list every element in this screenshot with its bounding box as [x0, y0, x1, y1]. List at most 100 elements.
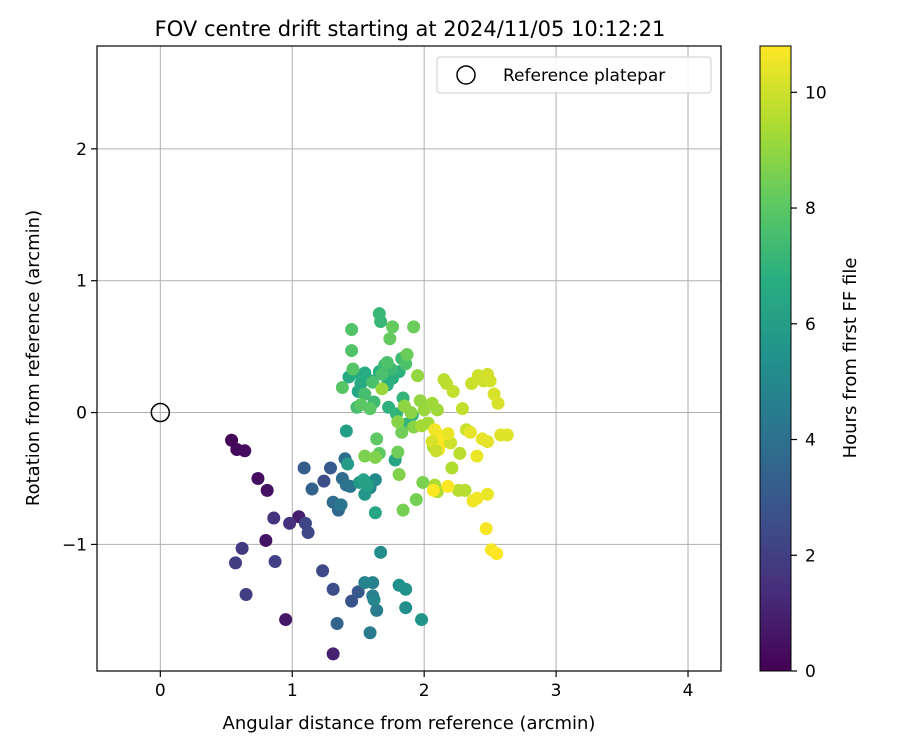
data-point — [415, 613, 429, 627]
reference-legend-marker — [456, 65, 476, 85]
data-point — [404, 406, 418, 420]
data-point — [259, 533, 273, 547]
data-point — [380, 355, 394, 369]
data-point — [386, 320, 400, 334]
data-point — [339, 424, 353, 438]
reference-point — [150, 402, 171, 423]
data-point — [429, 444, 443, 458]
data-point — [345, 594, 359, 608]
data-point — [396, 503, 410, 517]
data-point — [428, 423, 442, 437]
data-point — [475, 432, 489, 446]
data-point — [366, 375, 380, 389]
x-tick-label: 1 — [287, 681, 298, 701]
data-point — [326, 582, 340, 596]
data-point — [500, 428, 514, 442]
data-point — [391, 445, 405, 459]
data-point — [411, 369, 425, 383]
data-point — [239, 588, 253, 602]
colorbar-tick-label: 6 — [805, 315, 816, 335]
data-point — [375, 382, 389, 396]
data-point — [316, 564, 330, 578]
legend-label: Reference platepar — [503, 66, 665, 86]
data-point — [260, 483, 274, 497]
data-point — [330, 617, 344, 631]
legend-box — [436, 56, 712, 94]
legend: Reference platepar — [436, 56, 712, 94]
data-point — [345, 322, 359, 336]
chart-title: FOV centre drift starting at 2024/11/05 … — [155, 17, 666, 41]
plot-frame — [96, 45, 722, 672]
colorbar-ticks: 0 2 4 6 8 10 — [791, 83, 827, 682]
data-point — [305, 482, 319, 496]
colorbar-tick-label: 10 — [805, 83, 827, 103]
x-axis-ticks: 0 1 2 3 4 — [155, 671, 694, 701]
data-point — [441, 479, 455, 493]
y-tick-label: 0 — [76, 404, 87, 424]
data-point — [351, 585, 365, 599]
data-points — [225, 307, 514, 661]
y-tick-label: −1 — [62, 535, 87, 555]
data-point — [279, 613, 293, 627]
data-point — [426, 483, 440, 497]
data-point — [375, 367, 389, 381]
data-point — [416, 475, 430, 489]
data-point — [441, 427, 455, 441]
data-point — [368, 450, 382, 464]
colorbar: 0 2 4 6 8 10 Hours from first FF file — [759, 45, 861, 682]
data-point — [367, 593, 381, 607]
y-tick-label: 2 — [76, 140, 87, 160]
data-point — [470, 449, 484, 463]
data-point — [480, 487, 494, 501]
data-point — [491, 396, 505, 410]
data-point — [354, 377, 368, 391]
data-point — [407, 320, 421, 334]
y-axis-label: Rotation from reference (arcmin) — [23, 210, 44, 506]
data-point — [392, 468, 406, 482]
data-point — [370, 432, 384, 446]
x-tick-label: 4 — [683, 681, 694, 701]
grid-lines — [97, 46, 721, 671]
colorbar-tick-label: 4 — [805, 431, 816, 451]
data-point — [453, 446, 467, 460]
data-point — [483, 374, 497, 388]
data-point — [455, 402, 469, 416]
data-point — [490, 547, 504, 561]
data-point — [395, 425, 409, 439]
data-point — [335, 381, 349, 395]
data-point — [358, 576, 372, 590]
data-point — [391, 415, 405, 429]
data-point — [345, 344, 359, 358]
data-point — [356, 473, 370, 487]
data-point — [324, 461, 338, 475]
data-point — [383, 332, 397, 346]
data-point — [229, 556, 243, 570]
data-point — [301, 526, 315, 540]
data-point — [368, 506, 382, 520]
data-point — [458, 483, 472, 497]
data-point — [466, 494, 480, 508]
y-axis-ticks: −1 0 1 2 — [62, 140, 97, 555]
data-point — [400, 348, 414, 362]
colorbar-tick-label: 8 — [805, 199, 816, 219]
data-point — [446, 384, 460, 398]
data-point — [283, 516, 297, 530]
data-point — [268, 555, 282, 569]
data-point — [479, 522, 493, 536]
data-point — [399, 601, 413, 615]
x-tick-label: 3 — [551, 681, 562, 701]
data-point — [238, 444, 252, 458]
data-point — [334, 498, 348, 512]
x-tick-label: 2 — [419, 681, 430, 701]
data-point — [341, 457, 355, 471]
data-point — [358, 387, 372, 401]
data-point — [370, 603, 384, 617]
data-point — [374, 545, 388, 559]
data-point — [326, 647, 340, 661]
colorbar-tick-label: 2 — [805, 546, 816, 566]
data-point — [297, 461, 311, 475]
data-point — [317, 474, 331, 488]
data-point — [409, 493, 423, 507]
data-point — [415, 419, 429, 433]
